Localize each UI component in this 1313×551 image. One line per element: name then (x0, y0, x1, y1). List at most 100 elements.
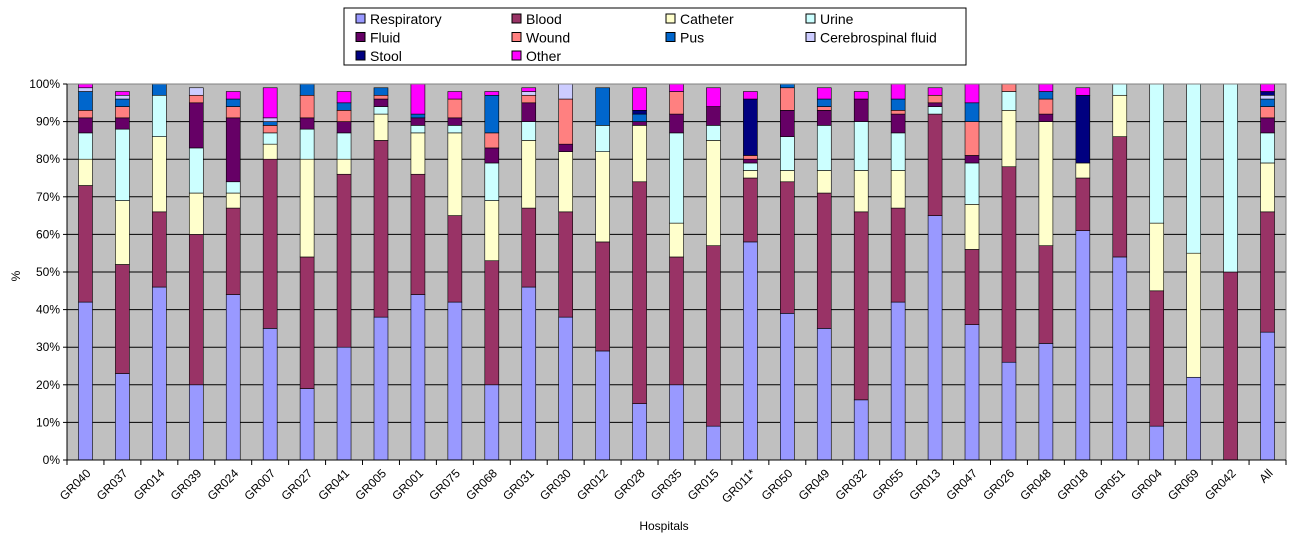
bar-segment (115, 106, 130, 119)
bar-segment (780, 87, 795, 111)
legend-label: Urine (820, 11, 854, 27)
bar-segment (743, 177, 758, 243)
bar-segment (964, 204, 980, 250)
bar-segment (780, 110, 795, 137)
bar-segment (743, 170, 758, 179)
bar-segment (410, 132, 426, 175)
bar-segment (521, 102, 537, 122)
legend-swatch (665, 32, 676, 42)
bar-segment (262, 117, 278, 122)
y-tick-label: 0% (43, 453, 61, 467)
bar-segment (743, 241, 758, 461)
legend-label: Respiratory (370, 11, 442, 27)
bar-segment (890, 98, 906, 111)
bar-segment (1038, 121, 1054, 246)
bar-segment (1186, 83, 1201, 254)
bar-segment (632, 125, 647, 183)
bar-segment (927, 87, 943, 96)
bar-segment (225, 117, 241, 183)
bar-stack-GR041 (336, 91, 352, 461)
legend-label: Catheter (680, 11, 734, 27)
bar-segment (890, 83, 906, 100)
bar-segment (152, 83, 167, 96)
bar-segment (1223, 83, 1238, 273)
bar-segment (1260, 162, 1275, 213)
bar-segment (1001, 166, 1017, 363)
bar-segment (1260, 94, 1275, 100)
bar-segment (299, 158, 315, 258)
bar-stack-GR026 (1001, 83, 1017, 461)
bar-segment (152, 286, 167, 461)
bar-segment (632, 121, 647, 126)
legend-swatch (355, 13, 366, 24)
bar-stack-GR001 (410, 83, 426, 461)
bar-segment (1075, 94, 1091, 164)
bar-segment (1260, 331, 1275, 461)
bar-segment (521, 87, 537, 92)
bar-segment (558, 98, 573, 145)
bar-segment (927, 215, 943, 461)
legend-box (343, 7, 967, 66)
bar-segment (1260, 132, 1275, 164)
bar-segment (558, 83, 573, 100)
bar-segment (964, 162, 980, 205)
bar-segment (262, 328, 278, 461)
bar-segment (780, 136, 795, 171)
bar-stack-GR068 (484, 91, 500, 461)
bar-segment (225, 91, 241, 100)
bar-segment (78, 110, 93, 119)
y-axis-title: % (9, 270, 23, 281)
y-tick-label: 90% (36, 115, 60, 129)
bar-stack-GR032 (853, 91, 869, 461)
bar-segment (225, 192, 241, 209)
bar-segment (1075, 230, 1091, 461)
x-axis-title: Hospitals (639, 519, 688, 533)
bar-segment (225, 98, 241, 107)
bar-segment (780, 83, 795, 89)
bar-segment (816, 125, 832, 171)
bar-segment (225, 106, 241, 119)
bar-stack-GR030 (558, 83, 573, 461)
bar-segment (521, 121, 537, 141)
bar-segment (816, 170, 832, 194)
bar-segment (115, 373, 130, 461)
bar-segment (336, 173, 352, 348)
bar-segment (152, 94, 167, 137)
bar-segment (115, 264, 130, 374)
legend-swatch (355, 50, 366, 61)
bar-segment (188, 87, 204, 96)
bar-segment (484, 384, 500, 461)
bar-segment (706, 425, 721, 461)
legend-label: Other (526, 48, 561, 64)
bar-segment (521, 286, 537, 461)
bar-segment (225, 207, 241, 295)
bar-segment (1260, 106, 1275, 119)
bar-segment (1112, 94, 1128, 137)
bar-segment (927, 113, 943, 216)
bar-segment (188, 147, 204, 194)
bar-stack-GR037 (115, 91, 130, 461)
bar-segment (1260, 98, 1275, 107)
bar-segment (743, 155, 758, 160)
bar-segment (1038, 98, 1054, 115)
bar-segment (853, 170, 869, 213)
bar-segment (115, 117, 130, 130)
bar-stack-GR035 (669, 83, 684, 461)
bar-segment (225, 181, 241, 194)
bar-segment (780, 181, 795, 314)
y-tick-label: 70% (36, 190, 60, 204)
bar-stack-GR039 (188, 87, 204, 461)
bar-segment (521, 91, 537, 96)
bar-segment (669, 222, 684, 258)
bar-segment (336, 132, 352, 160)
bar-stack-GR049 (816, 87, 832, 461)
bar-segment (336, 158, 352, 175)
bar-segment (152, 211, 167, 288)
bar-segment (706, 245, 721, 427)
bar-segment (853, 98, 869, 122)
bar-segment (890, 110, 906, 115)
legend: Respiratory Blood Catheter Urine Fluid Wound P… (343, 7, 967, 66)
bar-segment (262, 143, 278, 160)
bar-segment (927, 106, 943, 115)
bar-segment (1112, 256, 1128, 461)
